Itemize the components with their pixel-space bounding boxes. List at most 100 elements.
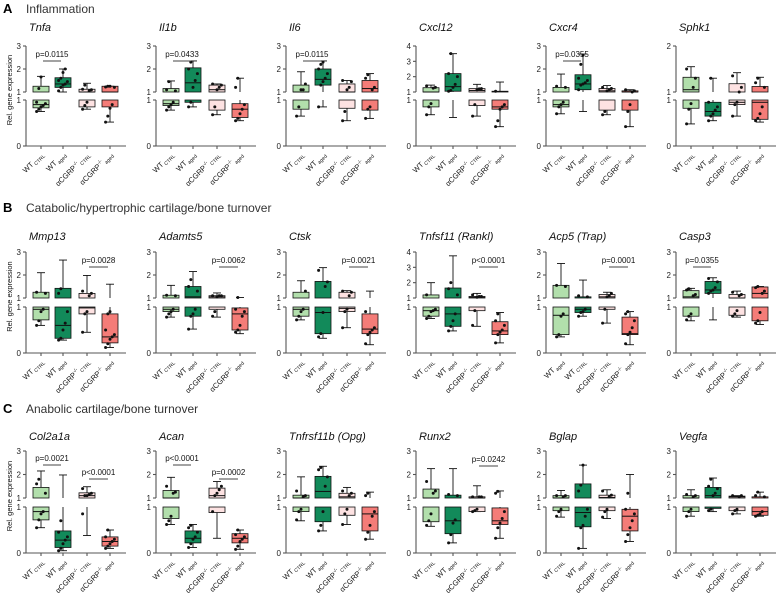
x-tick-label: αCGRP-/-aged xyxy=(208,557,246,595)
data-point xyxy=(368,330,372,334)
data-point xyxy=(693,293,697,297)
y-tick-label: 1 xyxy=(407,88,412,97)
y-tick-label: 1 xyxy=(537,503,542,512)
panel-title: Ctsk xyxy=(289,231,312,243)
data-point xyxy=(341,289,345,293)
data-point xyxy=(59,336,63,340)
data-point xyxy=(295,489,299,493)
data-point xyxy=(711,494,715,498)
data-point xyxy=(366,530,370,534)
data-point xyxy=(427,105,431,109)
data-point xyxy=(711,112,715,116)
data-point xyxy=(735,309,739,313)
label-subscript: aged xyxy=(707,153,719,165)
label-subscript: aged xyxy=(187,360,199,372)
data-point xyxy=(165,315,169,319)
y-tick-label: 2 xyxy=(17,65,22,74)
box-upper xyxy=(361,80,379,93)
label-subscript: aged xyxy=(104,360,116,372)
box-0: WTCTRL xyxy=(411,468,440,582)
data-point xyxy=(425,523,429,527)
label-superscript: -/- xyxy=(72,567,80,575)
data-point xyxy=(57,338,61,342)
label-subscript: aged xyxy=(707,360,719,372)
y-tick-label: 2 xyxy=(407,471,412,480)
data-point xyxy=(626,310,630,314)
y-tick-label: 4 xyxy=(407,248,412,257)
box-1: WTaged xyxy=(694,477,722,580)
data-point xyxy=(85,100,89,104)
x-tick-label: αCGRP-/-aged xyxy=(468,150,506,188)
data-point xyxy=(219,484,223,488)
x-tick-label: αCGRP-/-aged xyxy=(598,357,636,395)
data-point xyxy=(561,100,565,104)
data-point xyxy=(709,507,713,511)
x-tick-label: WTCTRL xyxy=(671,357,697,383)
data-point xyxy=(39,75,43,79)
data-point xyxy=(760,510,764,514)
data-point xyxy=(364,342,368,346)
data-point xyxy=(321,80,325,84)
data-point xyxy=(583,81,587,85)
data-point xyxy=(110,103,114,107)
data-point xyxy=(364,310,368,314)
data-point xyxy=(555,514,559,518)
data-point xyxy=(187,545,191,549)
data-point xyxy=(372,326,376,330)
x-tick-label: WTCTRL xyxy=(21,357,47,383)
data-point xyxy=(63,67,67,71)
box-upper xyxy=(162,294,180,299)
data-point xyxy=(303,289,307,293)
data-point xyxy=(471,323,475,327)
data-point xyxy=(685,288,689,292)
data-point xyxy=(85,310,89,314)
section-title: Catabolic/hypertrophic cartilage/bone tu… xyxy=(26,201,271,215)
box-0: WTCTRL xyxy=(541,490,570,582)
box-upper xyxy=(704,281,722,294)
data-point xyxy=(104,120,108,124)
data-point xyxy=(217,294,221,298)
box-upper xyxy=(422,87,440,93)
data-point xyxy=(187,67,191,71)
data-point xyxy=(240,314,244,318)
y-tick-label: 0 xyxy=(277,349,282,358)
y-tick-label: 3 xyxy=(407,263,412,272)
data-point xyxy=(219,294,223,298)
data-point xyxy=(479,495,483,499)
data-point xyxy=(563,285,567,288)
label-subscript: CTRL xyxy=(79,153,93,167)
data-point xyxy=(498,521,502,525)
data-point xyxy=(707,509,711,513)
data-point xyxy=(624,507,628,511)
data-point xyxy=(37,107,41,111)
data-point xyxy=(630,326,634,330)
box-0: WTCTRL xyxy=(411,84,440,175)
box-lower xyxy=(32,306,50,321)
data-point xyxy=(581,53,585,57)
data-point xyxy=(475,507,479,511)
data-point xyxy=(215,88,219,92)
data-point xyxy=(707,119,711,123)
data-point xyxy=(577,76,581,80)
data-point xyxy=(240,537,244,541)
data-point xyxy=(455,293,459,297)
x-tick-label: αCGRP-/-aged xyxy=(78,357,116,395)
data-point xyxy=(605,295,609,299)
data-point xyxy=(63,538,67,542)
box-upper xyxy=(78,292,96,299)
y-tick-label: 1 xyxy=(667,503,672,512)
label-subscript: aged xyxy=(234,153,246,165)
box-lower xyxy=(598,306,616,310)
data-point xyxy=(630,519,634,523)
data-point xyxy=(295,114,299,118)
data-point xyxy=(711,288,715,292)
data-point xyxy=(754,321,758,325)
data-point xyxy=(345,307,349,311)
p-value-label: p=0.0355 xyxy=(685,256,719,265)
y-tick-label: 3 xyxy=(277,447,282,456)
y-tick-label: 1 xyxy=(147,96,152,105)
data-point xyxy=(449,88,453,92)
box-0: WTCTRL xyxy=(21,272,50,383)
data-point xyxy=(555,335,559,339)
data-point xyxy=(37,319,41,323)
